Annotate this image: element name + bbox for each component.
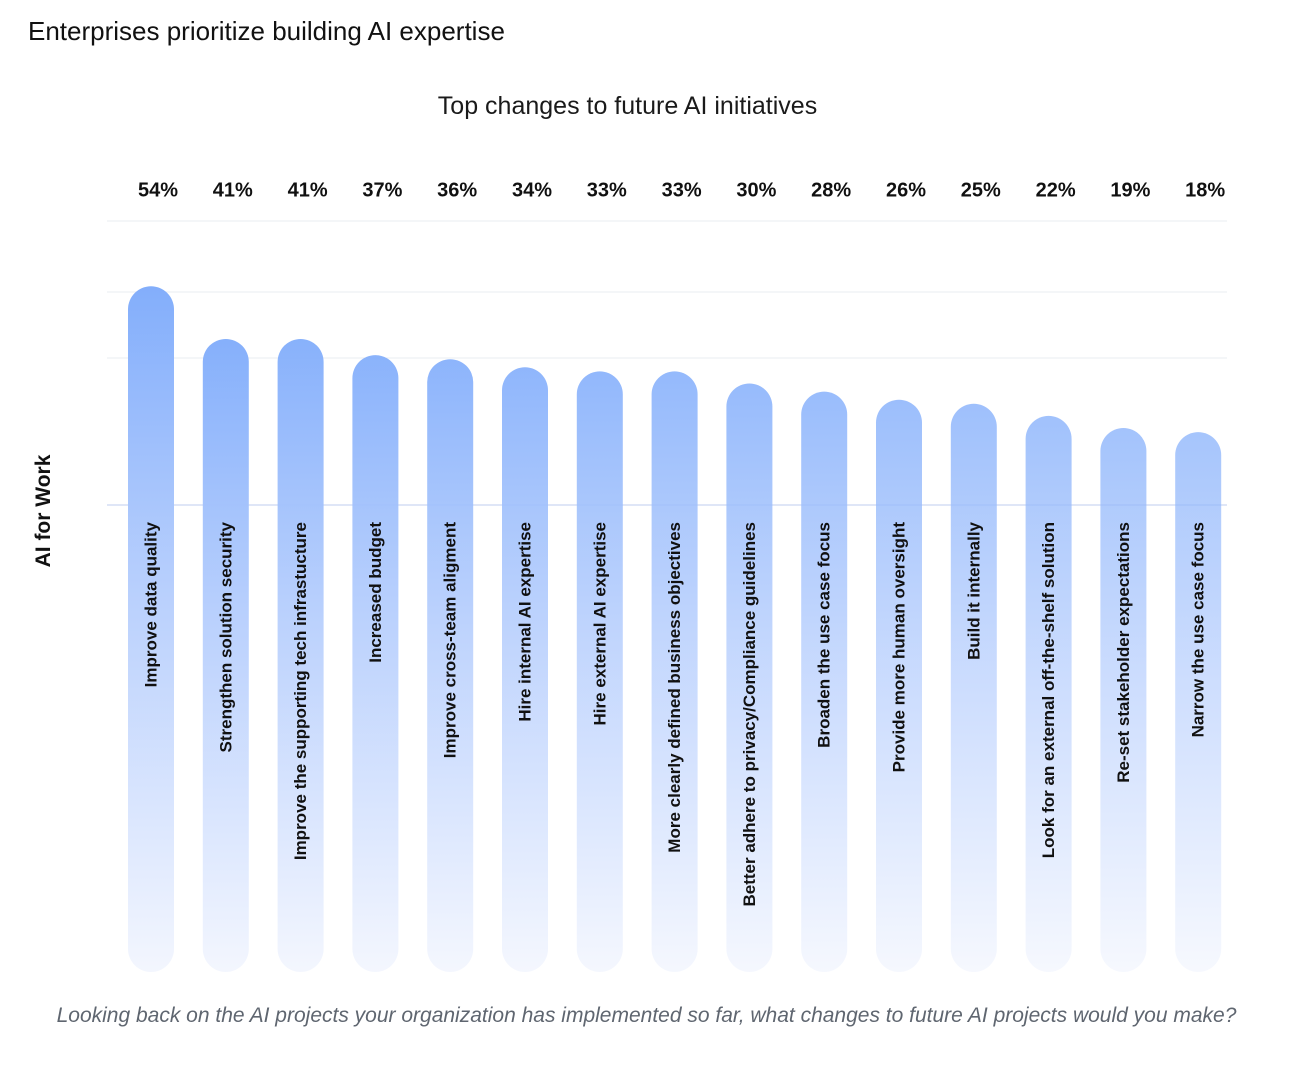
category-label: Improve cross-team aligment [441, 522, 460, 759]
page-title: Enterprises prioritize building AI exper… [28, 16, 505, 46]
category-label: Broaden the use case focus [815, 522, 834, 748]
bar [277, 338, 324, 972]
bar [202, 338, 249, 972]
bars [128, 286, 1222, 973]
category-label: Provide more human oversight [889, 522, 908, 773]
category-label: Build it internally [964, 521, 983, 659]
category-labels: Improve data quality Strengthen solution … [141, 521, 1207, 906]
category-label: Re-set stakeholder expectations [1114, 522, 1133, 783]
bar [1175, 432, 1222, 973]
category-label: More clearly defined business objectives [665, 522, 684, 853]
bar [876, 399, 922, 972]
bar-chart: 54% 41% 41% 37% 36% 34% 33% 33% 30% 28% 26% 25% 22% 1… [32, 179, 1227, 973]
value-label: 25% [961, 179, 1001, 201]
value-label: 22% [1036, 179, 1076, 201]
category-label: Strengthen solution security [216, 521, 235, 752]
category-label: Better adhere to privacy/Compliance guid… [740, 522, 759, 907]
value-labels: 54% 41% 41% 37% 36% 34% 33% 33% 30% 28% 26% 25% 22% 1… [138, 179, 1225, 201]
y-axis-label: AI for Work [32, 454, 55, 567]
bar [801, 391, 848, 973]
value-label: 19% [1110, 179, 1150, 201]
category-label: Improve the supporting tech infrastuctur… [291, 522, 310, 860]
bar [950, 403, 997, 972]
value-label: 41% [288, 179, 328, 201]
value-label: 37% [362, 179, 402, 201]
category-label: Increased budget [366, 522, 385, 663]
category-label: Hire internal AI expertise [515, 522, 534, 722]
value-label: 36% [437, 179, 477, 201]
bar [576, 371, 623, 973]
survey-question-caption: Looking back on the AI projects your org… [56, 1004, 1237, 1027]
value-label: 26% [886, 179, 926, 201]
bar [651, 371, 698, 973]
chart-title: Top changes to future AI initiatives [437, 92, 818, 120]
bar [128, 286, 174, 972]
category-label: Hire external AI expertise [590, 522, 609, 725]
value-label: 33% [662, 179, 702, 201]
bar [352, 355, 399, 972]
value-label: 54% [138, 179, 178, 201]
value-label: 30% [736, 179, 776, 201]
value-label: 18% [1185, 179, 1225, 201]
bar [502, 367, 548, 972]
bar [427, 359, 474, 972]
category-label: Improve data quality [141, 521, 160, 687]
value-label: 34% [512, 179, 552, 201]
bar [726, 383, 773, 972]
category-label: Look for an external off-the-shelf solut… [1039, 522, 1058, 858]
category-label: Narrow the use case focus [1189, 522, 1208, 737]
value-label: 33% [587, 179, 627, 201]
value-label: 41% [213, 179, 253, 201]
bar [1100, 428, 1147, 972]
bar [1025, 415, 1072, 972]
value-label: 28% [811, 179, 851, 201]
